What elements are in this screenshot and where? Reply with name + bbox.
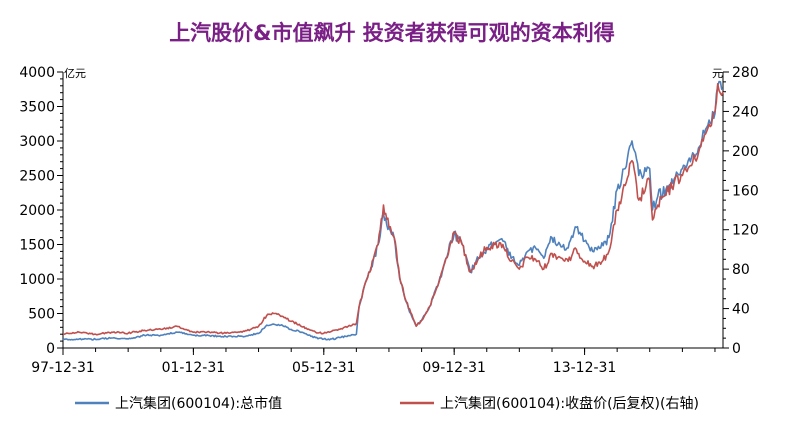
left-axis: 0 500 1000 1500 2000 2500 3000 3500 4000	[19, 65, 63, 357]
plot-frame	[62, 72, 724, 349]
right-axis-tick-label: 40	[732, 302, 750, 318]
right-axis-tick-label: 120	[732, 223, 759, 239]
left-axis-tick-label: 500	[28, 307, 55, 323]
left-axis-tick-label: 2000	[19, 203, 55, 219]
legend: 上汽集团(600104):总市值 上汽集团(600104):收盘价(后复权)(右轴…	[75, 395, 699, 412]
left-axis-tick-label: 4000	[19, 65, 55, 81]
series-line-2	[63, 83, 724, 336]
x-axis-tick-label: 05-12-31	[292, 360, 356, 376]
right-axis-unit: 元	[712, 67, 723, 80]
right-axis-tick-label: 200	[732, 144, 759, 160]
right-axis-tick-label: 240	[732, 104, 759, 120]
series-line-1	[62, 80, 723, 341]
right-axis-tick-label: 280	[732, 65, 759, 81]
right-axis-tick-label: 160	[732, 183, 759, 199]
chart-title: 上汽股价&市值飙升 投资者获得可观的资本利得	[169, 21, 615, 45]
x-axis-tick-label: 01-12-31	[162, 360, 226, 376]
x-axis-tick-label: 13-12-31	[553, 360, 617, 376]
left-axis-tick-label: 1000	[19, 272, 55, 288]
series-layer	[62, 80, 724, 341]
left-axis-tick-label: 0	[46, 341, 55, 357]
legend-label-2: 上汽集团(600104):收盘价(后复权)(右轴)	[440, 395, 699, 412]
x-axis-tick-label: 09-12-31	[422, 360, 486, 376]
left-axis-tick-label: 3000	[19, 134, 55, 150]
left-axis-tick-label: 2500	[19, 169, 55, 185]
legend-label-1: 上汽集团(600104):总市值	[115, 395, 282, 412]
x-axis-tick-label: 97-12-31	[31, 360, 95, 376]
left-axis-unit: 亿元	[64, 67, 86, 80]
right-axis-tick-label: 80	[732, 262, 750, 278]
right-axis: 0 40 80 120 160 200 240 280	[723, 65, 759, 357]
right-axis-tick-label: 0	[732, 341, 741, 357]
left-axis-tick-label: 3500	[19, 100, 55, 116]
left-axis-tick-label: 1500	[19, 238, 55, 254]
x-axis: 97-12-31 01-12-31 05-12-31 09-12-31 13-12-31	[31, 348, 716, 376]
